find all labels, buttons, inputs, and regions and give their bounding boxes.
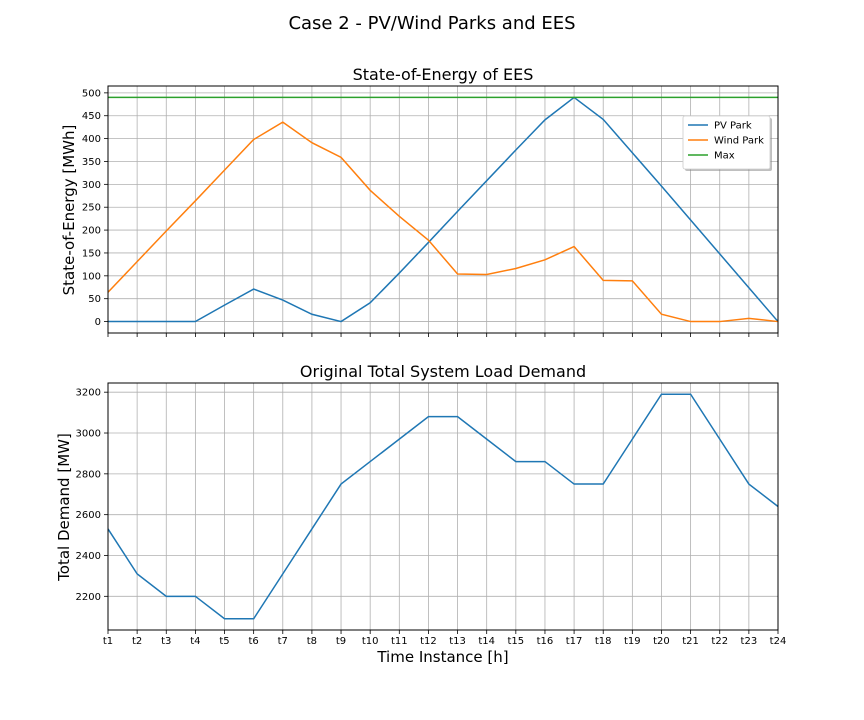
- x-tick-label: t2: [132, 636, 142, 647]
- soe-panel: State-of-Energy of EES State-of-Energy […: [60, 65, 779, 337]
- x-tick-label: t19: [624, 636, 641, 647]
- demand-panel: Original Total System Load Demand Total …: [55, 362, 786, 666]
- x-tick-label: t13: [449, 636, 466, 647]
- x-axis-label: Time Instance [h]: [376, 648, 508, 666]
- x-tick-label: t14: [478, 636, 495, 647]
- demand-axes: t1 t2 t3 t4 t5 t6 t7 t8 t9 t10 t11 t12 t13 t14 t15 t16 t…: [76, 388, 787, 647]
- x-tick-label: t11: [391, 636, 408, 647]
- y-tick-label: 300: [82, 180, 101, 191]
- x-tick-label: t3: [161, 636, 171, 647]
- y-tick-label: 2800: [76, 469, 101, 480]
- x-tick-label: t4: [190, 636, 200, 647]
- soe-y-axis-label: State-of-Energy [MWh]: [60, 125, 78, 296]
- y-tick-label: 0: [95, 317, 101, 328]
- legend-label: Max: [714, 151, 735, 162]
- x-tick-label: t22: [711, 636, 728, 647]
- x-tick-label: t9: [336, 636, 346, 647]
- x-tick-label: t17: [566, 636, 583, 647]
- soe-axes: 0 50 100 150 200 250 300 350 400 450 500: [82, 88, 779, 337]
- y-tick-label: 450: [82, 111, 101, 122]
- demand-y-axis-label: Total Demand [MW]: [55, 433, 73, 582]
- demand-gridlines: [107, 383, 779, 630]
- y-tick-label: 150: [82, 248, 101, 259]
- x-tick-label: t20: [653, 636, 670, 647]
- y-tick-label: 200: [82, 226, 101, 237]
- x-tick-label: t8: [307, 636, 317, 647]
- y-tick-label: 2400: [76, 551, 101, 562]
- x-tick-label: t24: [770, 636, 787, 647]
- x-tick-label: t5: [219, 636, 229, 647]
- x-tick-label: t10: [362, 636, 379, 647]
- x-tick-label: t6: [249, 636, 259, 647]
- soe-plot-frame: [107, 85, 779, 334]
- soe-panel-title: State-of-Energy of EES: [353, 65, 534, 84]
- figure-title: Case 2 - PV/Wind Parks and EES: [288, 13, 575, 34]
- series-line: [107, 393, 779, 620]
- x-tick-label: t12: [420, 636, 437, 647]
- y-tick-label: 3000: [76, 429, 101, 440]
- x-tick-label: t21: [682, 636, 699, 647]
- demand-panel-title: Original Total System Load Demand: [300, 362, 586, 381]
- y-tick-label: 400: [82, 134, 101, 145]
- soe-series: [107, 96, 779, 323]
- y-tick-label: 2200: [76, 592, 101, 603]
- soe-legend: PV Park Wind Park Max: [682, 115, 772, 171]
- wind-park-line: [107, 121, 779, 323]
- y-tick-label: 350: [82, 157, 101, 168]
- y-tick-label: 2600: [76, 510, 101, 521]
- soe-gridlines: [107, 86, 779, 333]
- x-tick-label: t16: [537, 636, 554, 647]
- x-tick-label: t15: [507, 636, 524, 647]
- x-tick-label: t18: [595, 636, 612, 647]
- legend-label: PV Park: [714, 121, 752, 132]
- y-tick-label: 100: [82, 271, 101, 282]
- x-tick-label: t23: [741, 636, 758, 647]
- y-tick-label: 50: [88, 294, 101, 305]
- x-tick-label: t7: [278, 636, 288, 647]
- pv-park-line: [108, 96, 779, 323]
- y-tick-label: 3200: [76, 388, 101, 399]
- demand-series: [107, 393, 779, 620]
- y-tick-label: 500: [82, 88, 101, 99]
- y-tick-label: 250: [82, 203, 101, 214]
- legend-label: Wind Park: [714, 136, 764, 147]
- demand-plot-frame: [107, 382, 779, 631]
- x-tick-label: t1: [103, 636, 113, 647]
